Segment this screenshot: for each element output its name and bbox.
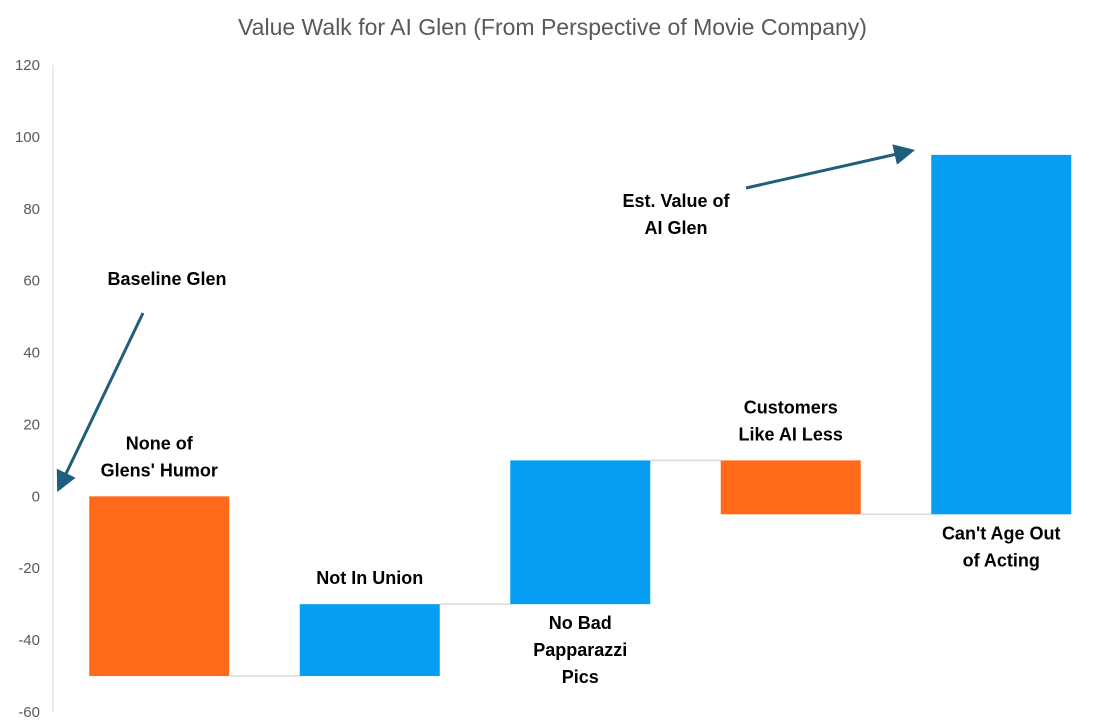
annotation-label: Baseline Glen xyxy=(107,269,226,289)
waterfall-bar xyxy=(510,460,651,605)
y-tick-label: 20 xyxy=(23,416,40,433)
y-tick-label: 0 xyxy=(32,488,40,505)
bar-label-line: Can't Age Out xyxy=(942,523,1061,543)
bar-label: Can't Age Out of Acting xyxy=(942,523,1061,570)
waterfall-bar xyxy=(931,154,1072,515)
waterfall-bar xyxy=(720,460,861,515)
bar-label: Customers Like AI Less xyxy=(739,397,843,444)
bar-label: Not In Union xyxy=(316,568,423,588)
y-tick-label: 60 xyxy=(23,273,40,290)
bar-label-line: None of xyxy=(126,433,194,453)
annotation-arrow xyxy=(745,144,916,190)
connector-lines xyxy=(229,459,932,677)
bar-label-line: Glens' Humor xyxy=(101,460,218,480)
bar-label-line: Like AI Less xyxy=(739,424,843,444)
y-tick-label: 100 xyxy=(15,129,40,146)
annotation-label-line: Est. Value of xyxy=(622,191,730,211)
bar-label: No Bad Papparazzi Pics xyxy=(533,613,627,687)
y-tick-label: 120 xyxy=(15,57,40,74)
annotation-arrow xyxy=(56,312,145,493)
waterfall-bar xyxy=(89,496,230,677)
annotation-label-line: AI Glen xyxy=(644,218,707,238)
annotation-label: Est. Value of AI Glen xyxy=(622,191,730,238)
chart-title: Value Walk for AI Glen (From Perspective… xyxy=(238,14,867,40)
bar-label-line: No Bad xyxy=(549,613,612,633)
bar-label-line: Pics xyxy=(562,667,599,687)
y-tick-label: 40 xyxy=(23,345,40,362)
bar-label-line: Customers xyxy=(744,397,838,417)
y-tick-label: -20 xyxy=(18,560,40,577)
annotation-label-line: Baseline Glen xyxy=(107,269,226,289)
y-tick-label: -60 xyxy=(18,704,40,721)
y-tick-label: -40 xyxy=(18,632,40,649)
y-axis-ticks: 120 100 80 60 40 20 0 -20 -40 -60 xyxy=(15,57,40,721)
bar-label: None of Glens' Humor xyxy=(101,433,218,480)
y-tick-label: 80 xyxy=(23,201,40,218)
bar-label-line: Papparazzi xyxy=(533,640,627,660)
waterfall-bar xyxy=(299,604,440,677)
bar-label-line: Not In Union xyxy=(316,568,423,588)
bars xyxy=(89,154,1072,677)
bar-label-line: of Acting xyxy=(963,550,1040,570)
annotations: Baseline Glen Est. Value of AI Glen xyxy=(56,144,916,493)
bar-labels: None of Glens' Humor Not In Union No Bad Pap… xyxy=(101,397,1061,687)
